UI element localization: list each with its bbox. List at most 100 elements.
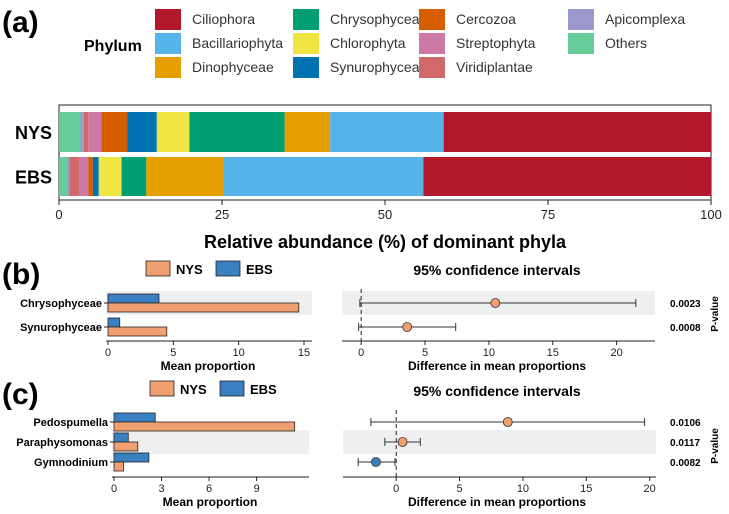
c-bar-pedospumella-nys [113,421,296,432]
b-x-tick-label-20: 20 [611,347,623,359]
c-ci-x-axis-label: Difference in mean proportions [408,495,586,509]
b-bar-chrysophyceae-nys [107,302,300,313]
marks-layer: Ciliophora Bacillariophyta Dinophyceae Chry… [15,9,722,495]
b-x-tick-label-15: 15 [298,347,310,359]
b-x-tick-label-15: 15 [547,347,559,359]
stacked-segment-ebs-cercozoa [88,157,93,196]
legend-label-dinophyceae: Dinophyceae [192,59,274,75]
c-x-tick-label-5: 5 [457,483,463,495]
stacked-segment-nys-streptophyta [88,112,102,152]
legend-label-chrysophyceae: Chrysophyceae [330,11,427,27]
stacked-segment-nys-ciliophora [443,112,711,152]
legend-label-cercozoa: Cercozoa [456,11,516,27]
c-x-tick-label-10: 10 [517,483,529,495]
legend-label-apicomplexa: Apicomplexa [605,11,685,27]
stacked-segment-ebs-ciliophora [423,157,711,196]
stacked-segment-ebs-dinophyceae [146,157,224,196]
c-bar-x-axis-label: Mean proportion [163,495,258,509]
stacked-segment-nys-others [59,112,81,152]
legend-label-ciliophora: Ciliophora [192,11,255,27]
c-pvalue-gymnodinium: 0.0082 [670,458,701,469]
c-bar-gymnodinium-ebs [113,452,150,463]
stacked-category-nys: NYS [15,123,52,143]
stacked-segment-nys-chlorophyta [156,112,190,152]
stacked-segment-ebs-synurophyceae [92,157,99,196]
c-category-gymnodinium: Gymnodinium [34,457,108,469]
b-ci-title: 95% confidence intervals [413,262,581,278]
b-x-tick-label-5: 5 [170,347,176,359]
c-bar-paraphysomonas-ebs [113,432,129,443]
c-category-paraphysomonas: Paraphysomonas [16,437,108,449]
stacked-segment-ebs-chlorophyta [98,157,122,196]
stacked-segment-ebs-streptophyta [79,157,89,196]
b-bar-x-axis-label: Mean proportion [161,359,256,373]
stacked-segment-ebs-apicomplexa [67,157,70,196]
c-x-tick-label-6: 6 [206,483,212,495]
legend-swatch-dinophyceae [155,57,181,78]
b-legend-label-nys: NYS [176,262,203,277]
legend-swatch-ciliophora [155,9,181,30]
legend-label-others: Others [605,35,647,51]
legend-label-chlorophyta: Chlorophyta [330,35,406,51]
legend-swatch-viridiplantae [419,57,445,78]
stacked-segment-nys-apicomplexa [80,112,84,152]
c-legend-label-ebs: EBS [250,382,277,397]
b-ci-point-chrysophyceae [490,298,501,308]
b-pvalue-chrysophyceae: 0.0023 [670,299,701,310]
legend-label-viridiplantae: Viridiplantae [456,59,533,75]
stacked-segment-ebs-others [59,157,68,196]
b-category-chrysophyceae: Chrysophyceae [20,298,102,310]
c-bar-pedospumella-ebs [113,412,156,423]
b-x-tick-label-0: 0 [358,347,364,359]
legend-swatch-streptophyta [419,33,445,54]
b-category-synurophyceae: Synurophyceae [20,322,102,334]
c-legend-swatch-ebs [219,380,245,397]
c-ci-title: 95% confidence intervals [413,383,581,399]
legend-swatch-synurophyceae [293,57,319,78]
c-pvalue-axis-label: P-value [710,428,721,464]
stacked-segment-ebs-chrysophyceae [121,157,147,196]
b-legend-swatch-nys [145,260,171,277]
stacked-x-tick-label-0: 0 [55,207,62,222]
stacked-segment-nys-viridiplantae [83,112,89,152]
stacked-segment-nys-synurophyceae [127,112,157,152]
stacked-x-tick-label-50: 50 [378,207,392,222]
legend-swatch-chrysophyceae [293,9,319,30]
stacked-segment-ebs-bacillariophyta [223,157,424,196]
legend-swatch-apicomplexa [568,9,594,30]
stacked-x-axis-label: Relative abundance (%) of dominant phyla [204,232,567,252]
stacked-segment-nys-cercozoa [101,112,128,152]
stacked-x-tick-label-25: 25 [215,207,229,222]
panel-a-label: (a) [2,6,39,39]
stacked-segment-ebs-viridiplantae [69,157,80,196]
c-x-tick-label-0: 0 [111,483,117,495]
c-ci-point-pedospumella [502,417,513,427]
c-pvalue-paraphysomonas: 0.0117 [670,438,700,449]
legend-swatch-bacillariophyta [155,33,181,54]
stacked-segment-nys-dinophyceae [284,112,331,152]
b-x-tick-label-0: 0 [105,347,111,359]
b-x-tick-label-10: 10 [483,347,495,359]
legend-swatch-cercozoa [419,9,445,30]
legend-title: Phylum [84,38,142,55]
c-legend-label-nys: NYS [180,382,207,397]
b-x-tick-label-10: 10 [233,347,245,359]
c-x-tick-label-15: 15 [580,483,592,495]
stacked-segment-nys-chrysophyceae [189,112,285,152]
b-bar-synurophyceae-ebs [107,317,121,328]
c-category-pedospumella: Pedospumella [33,417,108,429]
c-legend-swatch-nys [149,380,175,397]
c-bar-paraphysomonas-nys [113,441,139,452]
b-ci-x-axis-label: Difference in mean proportions [408,359,586,373]
stacked-x-tick-label-100: 100 [700,207,722,222]
c-bar-gymnodinium-nys [113,461,124,472]
b-pvalue-synurophyceae: 0.0008 [670,323,701,334]
panel-b-label: (b) [2,258,40,291]
c-x-tick-label-3: 3 [158,483,164,495]
legend-swatch-chlorophyta [293,33,319,54]
legend-label-synurophyceae: Synurophyceae [330,59,428,75]
c-x-tick-label-20: 20 [644,483,656,495]
panel-c-label: (c) [2,378,39,411]
